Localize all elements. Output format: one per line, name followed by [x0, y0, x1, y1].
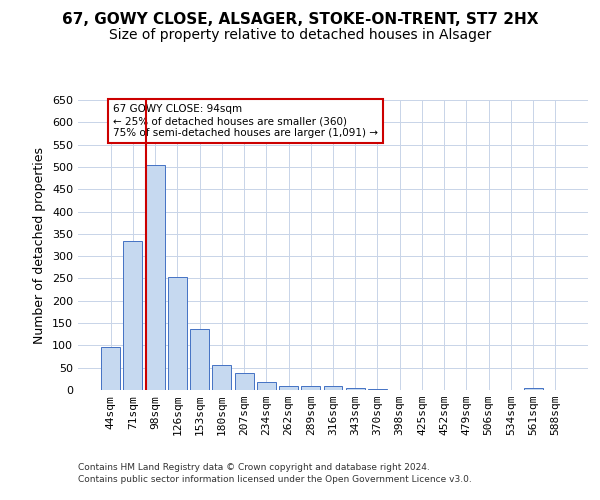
- Bar: [235, 374, 254, 390]
- Bar: [279, 386, 298, 390]
- Text: 67, GOWY CLOSE, ALSAGER, STOKE-ON-TRENT, ST7 2HX: 67, GOWY CLOSE, ALSAGER, STOKE-ON-TRENT,…: [62, 12, 538, 28]
- Bar: [190, 329, 209, 390]
- Bar: [168, 277, 187, 390]
- Bar: [323, 386, 343, 390]
- Bar: [524, 388, 542, 390]
- Text: Contains public sector information licensed under the Open Government Licence v3: Contains public sector information licen…: [78, 475, 472, 484]
- Bar: [146, 164, 164, 390]
- Y-axis label: Number of detached properties: Number of detached properties: [34, 146, 46, 344]
- Text: 67 GOWY CLOSE: 94sqm
← 25% of detached houses are smaller (360)
75% of semi-deta: 67 GOWY CLOSE: 94sqm ← 25% of detached h…: [113, 104, 378, 138]
- Bar: [124, 242, 142, 390]
- Bar: [368, 389, 387, 390]
- Bar: [212, 366, 231, 390]
- Bar: [301, 386, 320, 390]
- Bar: [257, 382, 276, 390]
- Text: Size of property relative to detached houses in Alsager: Size of property relative to detached ho…: [109, 28, 491, 42]
- Text: Contains HM Land Registry data © Crown copyright and database right 2024.: Contains HM Land Registry data © Crown c…: [78, 464, 430, 472]
- Bar: [346, 388, 365, 390]
- Bar: [101, 346, 120, 390]
